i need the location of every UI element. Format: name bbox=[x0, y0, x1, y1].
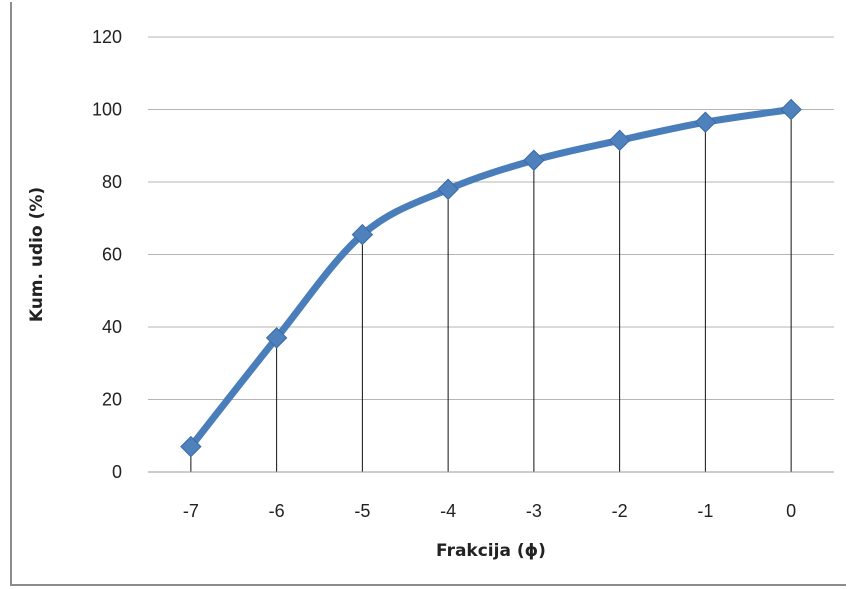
data-point-marker bbox=[351, 223, 374, 246]
data-point-marker bbox=[608, 129, 631, 152]
x-tick-label: -3 bbox=[526, 501, 542, 521]
data-point-marker bbox=[437, 178, 459, 200]
x-tick-label: -6 bbox=[269, 501, 285, 521]
x-tick-label: -5 bbox=[354, 501, 370, 521]
data-point-marker bbox=[694, 111, 717, 133]
data-point-marker bbox=[180, 435, 202, 458]
y-tick-label: 120 bbox=[92, 27, 122, 47]
y-tick-label: 60 bbox=[102, 245, 122, 265]
y-tick-label: 20 bbox=[102, 390, 122, 410]
data-point-marker bbox=[523, 149, 545, 171]
x-tick-label: -2 bbox=[612, 501, 628, 521]
x-tick-label: -7 bbox=[183, 501, 199, 521]
drop-lines bbox=[190, 109, 792, 472]
series-markers bbox=[180, 98, 802, 458]
y-tick-labels: 0 20 40 60 80 100 120 bbox=[92, 27, 122, 482]
series-line bbox=[187, 106, 795, 451]
gridlines bbox=[148, 36, 834, 400]
data-point-marker bbox=[780, 98, 802, 121]
x-tick-label: -4 bbox=[440, 501, 456, 521]
y-tick-label: 40 bbox=[102, 317, 122, 337]
chart-frame bbox=[10, 2, 846, 586]
y-tick-label: 80 bbox=[102, 172, 122, 192]
y-tick-label: 100 bbox=[92, 100, 122, 120]
y-axis-title: Kum. udio (%) bbox=[27, 187, 47, 322]
y-tick-label: 0 bbox=[112, 462, 122, 482]
x-tick-labels: -7 -6 -5 -4 -3 -2 -1 0 bbox=[183, 501, 796, 521]
x-tick-label: -1 bbox=[697, 501, 713, 521]
x-axis-title: Frakcija (ϕ) bbox=[436, 541, 546, 561]
x-tick-label: 0 bbox=[786, 501, 796, 521]
data-point-marker bbox=[265, 327, 288, 349]
